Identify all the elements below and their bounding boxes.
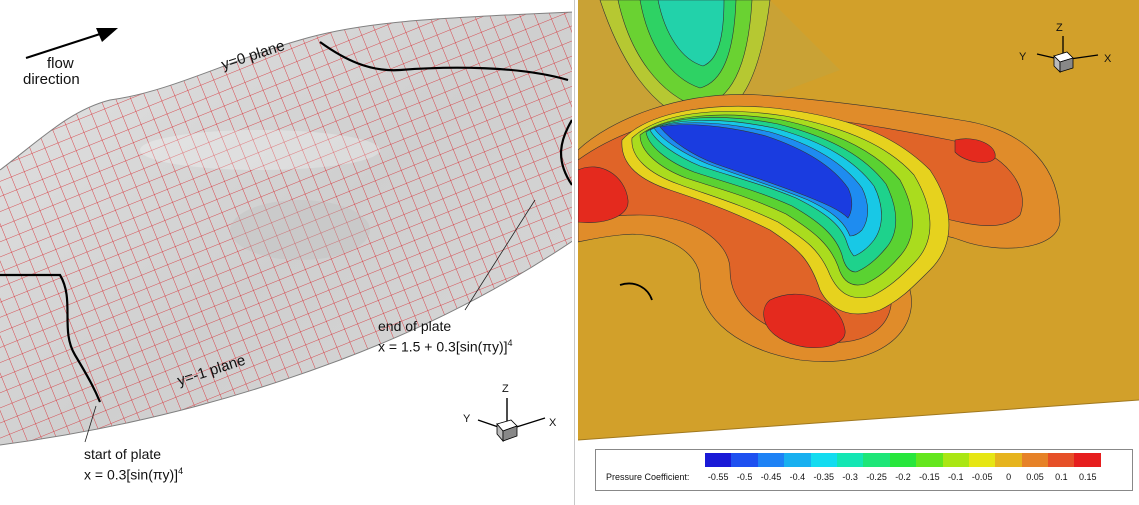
legend-swatch (1021, 453, 1049, 467)
legend-tick: -0.35 (813, 472, 835, 482)
plate-end-edge (559, 119, 573, 186)
legend-tick: 0.15 (1079, 472, 1097, 482)
legend-tick: -0.1 (948, 472, 964, 482)
legend-swatch (1048, 453, 1075, 467)
start-leader-line (84, 405, 97, 443)
pressure-contour-plot (578, 0, 1139, 441)
axis-z-label-left: Z (502, 383, 509, 395)
plate-start-edge (0, 273, 102, 403)
axis-x-label-left: X (549, 417, 557, 429)
pressure-coefficient-legend: Pressure Coefficient: -0.55 -0.5 -0.45 -0.4… (595, 449, 1133, 491)
legend-tick: 0.05 (1026, 472, 1044, 482)
legend-tick: -0.55 (707, 472, 729, 482)
end-of-plate-label: end of plate (378, 318, 452, 334)
legend-swatch (731, 453, 758, 467)
legend-swatch (836, 453, 864, 467)
plate-edge-top (319, 41, 569, 82)
legend-swatch (889, 453, 917, 467)
legend-swatch (916, 453, 943, 467)
axis-z-label-right: Z (1056, 22, 1063, 34)
legend-tick: -0.2 (895, 472, 911, 482)
legend-tick-labels: -0.55 -0.5 -0.45 -0.4 -0.35 -0.3 -0.25 -0.2 -0.1… (705, 472, 1101, 484)
legend-swatch (757, 453, 785, 467)
legend-color-bar (705, 453, 1101, 467)
start-of-plate-formula: x = 0.3[sin(πy)]4 (84, 466, 184, 483)
legend-tick: -0.15 (919, 472, 940, 482)
legend-swatch (968, 453, 996, 467)
legend-swatch (810, 453, 837, 467)
legend-swatch (784, 453, 811, 467)
legend-tick: -0.3 (842, 472, 858, 482)
legend-tick: -0.45 (760, 472, 782, 482)
legend-tick: -0.5 (736, 472, 753, 482)
mesh-panel: flow direction y=0 plane y=-1 plane end … (0, 11, 574, 483)
panel-divider (574, 0, 575, 505)
end-leader-line (464, 199, 536, 311)
legend-swatch (995, 453, 1022, 467)
legend-tick: 0.1 (1055, 472, 1068, 482)
legend-title: Pressure Coefficient: (606, 472, 690, 482)
start-of-plate-label: start of plate (84, 446, 162, 462)
legend-swatch (1074, 453, 1101, 467)
legend-tick: 0 (1006, 472, 1012, 482)
legend-tick: -0.25 (866, 472, 887, 482)
axis-triad-icon-right (1036, 36, 1099, 73)
pressure-contour-panel: Z Y X (578, 0, 1139, 505)
legend-swatch (863, 453, 890, 467)
axis-triad-icon-left (477, 398, 546, 443)
legend-swatch (705, 453, 732, 467)
legend-tick: -0.4 (789, 472, 806, 482)
axis-y-label-right: Y (1019, 51, 1027, 63)
legend-tick: -0.05 (971, 472, 993, 482)
axis-y-label-left: Y (463, 413, 471, 425)
flow-label: flow (47, 55, 74, 72)
axis-x-label-right: X (1104, 53, 1112, 65)
end-of-plate-formula: x = 1.5 + 0.3[sin(πy)]4 (378, 338, 513, 355)
mesh-surface-plot (0, 11, 574, 446)
flow-arrow-icon (25, 28, 118, 59)
direction-label: direction (23, 71, 80, 88)
legend-swatch (942, 453, 969, 467)
